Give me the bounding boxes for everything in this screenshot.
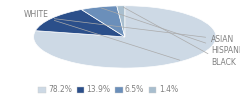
Text: ASIAN: ASIAN: [54, 19, 234, 44]
Text: WHITE: WHITE: [24, 10, 180, 60]
Legend: 78.2%, 13.9%, 6.5%, 1.4%: 78.2%, 13.9%, 6.5%, 1.4%: [35, 82, 181, 98]
Wedge shape: [36, 10, 125, 37]
Text: HISPANIC: HISPANIC: [101, 8, 240, 55]
Text: BLACK: BLACK: [123, 7, 236, 67]
Wedge shape: [117, 6, 125, 37]
Wedge shape: [81, 6, 125, 37]
Wedge shape: [34, 6, 216, 68]
